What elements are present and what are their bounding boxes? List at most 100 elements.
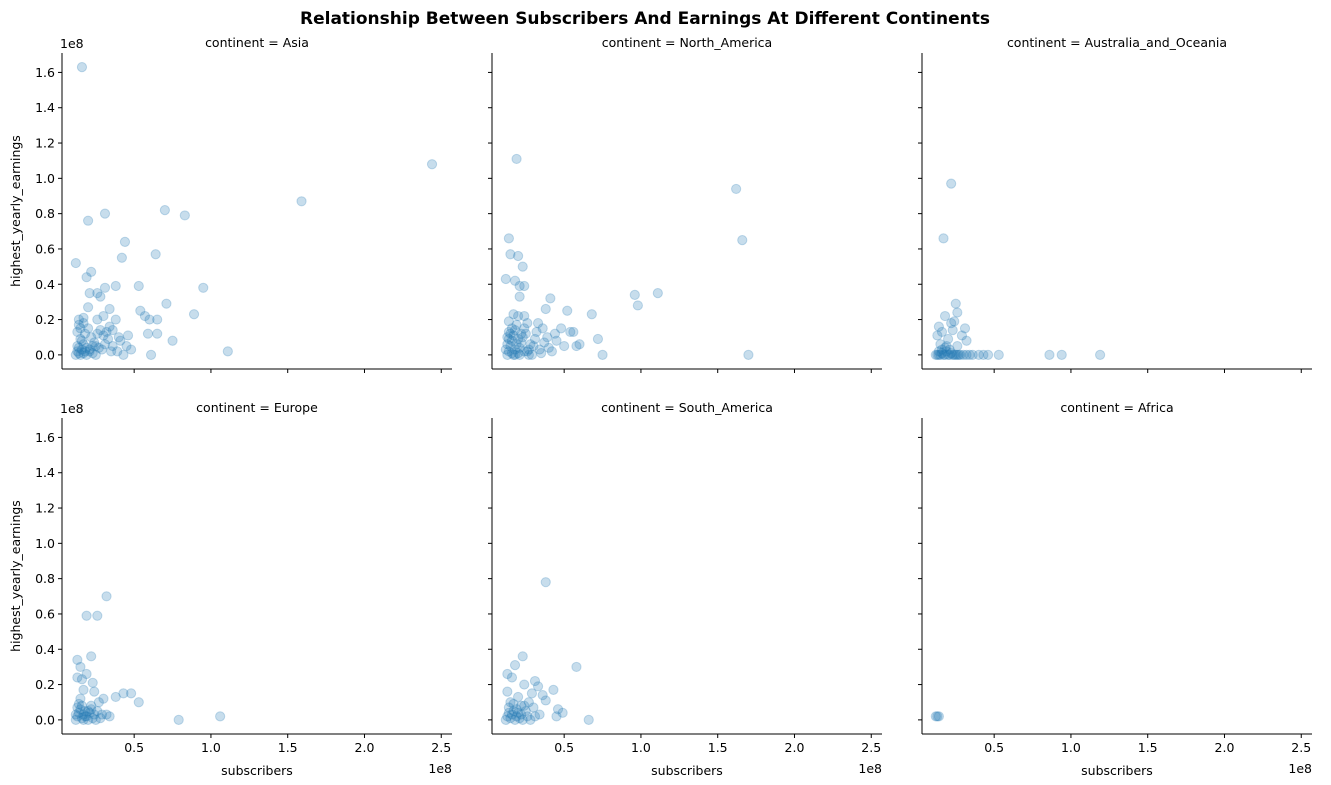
data-point xyxy=(516,709,527,720)
data-point xyxy=(506,323,518,334)
data-point xyxy=(79,711,91,722)
data-point xyxy=(523,349,534,360)
data-point xyxy=(513,348,524,359)
x-tick-label: 2.5 xyxy=(1291,740,1311,755)
data-point xyxy=(522,346,533,357)
panel-title: continent = Asia xyxy=(205,35,309,50)
data-point xyxy=(941,340,952,352)
data-point xyxy=(75,323,86,334)
data-point xyxy=(107,340,118,352)
data-point xyxy=(76,674,88,685)
x-tick-label: 1.5 xyxy=(278,740,298,755)
data-point xyxy=(509,275,521,286)
data-point xyxy=(517,332,528,343)
data-point xyxy=(86,332,97,343)
data-point xyxy=(519,310,530,322)
data-point xyxy=(86,704,97,715)
data-point xyxy=(95,291,106,302)
data-point xyxy=(152,314,163,325)
data-point xyxy=(514,713,525,724)
data-point xyxy=(167,335,178,346)
data-point xyxy=(537,323,548,334)
data-point xyxy=(952,349,963,360)
data-point xyxy=(503,346,514,357)
data-point xyxy=(632,300,643,311)
data-point xyxy=(76,344,88,355)
x-offset-text: 1e8 xyxy=(428,761,452,776)
data-point xyxy=(946,348,957,359)
data-point xyxy=(949,316,960,327)
data-point xyxy=(505,249,516,260)
data-point xyxy=(517,714,528,725)
data-point xyxy=(99,339,111,350)
x-offset-text: 1e8 xyxy=(858,761,882,776)
data-point xyxy=(70,257,81,269)
data-point xyxy=(509,714,521,725)
data-point xyxy=(586,309,597,320)
data-point xyxy=(522,318,533,329)
data-point xyxy=(87,340,98,352)
data-point xyxy=(144,314,155,325)
data-point xyxy=(135,305,146,316)
data-point xyxy=(83,323,94,334)
data-point xyxy=(70,709,81,720)
data-point xyxy=(939,349,951,360)
data-point xyxy=(502,332,513,343)
data-point xyxy=(106,346,117,357)
y-offset-text: 1e8 xyxy=(60,401,84,416)
y-tick-label: 1.6 xyxy=(35,65,55,80)
data-point xyxy=(592,333,604,345)
data-point xyxy=(113,332,124,343)
data-point xyxy=(96,709,108,720)
data-point xyxy=(528,340,539,352)
data-point xyxy=(133,697,144,708)
data-point xyxy=(102,333,114,345)
data-point xyxy=(142,328,154,339)
data-point xyxy=(92,314,103,325)
data-point xyxy=(73,698,84,710)
data-point xyxy=(92,328,103,339)
data-point xyxy=(72,702,83,713)
data-point xyxy=(502,349,513,360)
data-point xyxy=(557,707,568,718)
data-point xyxy=(508,309,519,320)
data-point xyxy=(505,328,516,339)
data-point xyxy=(526,688,538,699)
data-point xyxy=(75,693,86,704)
data-point xyxy=(508,349,519,360)
data-point xyxy=(78,339,89,350)
data-point xyxy=(938,349,949,360)
x-tick-label: 0.5 xyxy=(124,740,144,755)
data-point xyxy=(961,349,972,360)
data-point xyxy=(76,62,88,73)
data-point xyxy=(509,325,521,336)
data-point xyxy=(978,349,989,360)
data-point xyxy=(973,349,984,360)
data-point xyxy=(949,349,960,360)
data-point xyxy=(101,326,112,338)
data-point xyxy=(78,684,89,695)
data-point xyxy=(519,679,530,690)
data-point xyxy=(528,702,539,713)
data-point xyxy=(92,610,103,621)
data-point xyxy=(542,332,553,343)
data-point xyxy=(555,323,567,334)
data-point xyxy=(133,280,144,292)
data-point xyxy=(500,344,511,355)
data-point xyxy=(548,684,559,695)
data-point xyxy=(519,280,530,292)
data-point xyxy=(514,280,525,292)
data-point xyxy=(76,335,88,346)
x-axis-label: subscribers xyxy=(221,763,293,778)
data-point xyxy=(93,697,104,708)
y-tick-label: 1.6 xyxy=(35,430,55,445)
data-point xyxy=(982,349,994,360)
data-point xyxy=(511,711,522,722)
data-point xyxy=(993,349,1004,360)
panel-3: continent = Australia_and_Oceania xyxy=(918,35,1312,373)
data-point xyxy=(98,310,109,322)
panel-2: continent = North_America xyxy=(488,35,882,373)
data-point xyxy=(509,349,521,360)
x-tick-label: 0.5 xyxy=(984,740,1004,755)
data-point xyxy=(79,705,91,717)
